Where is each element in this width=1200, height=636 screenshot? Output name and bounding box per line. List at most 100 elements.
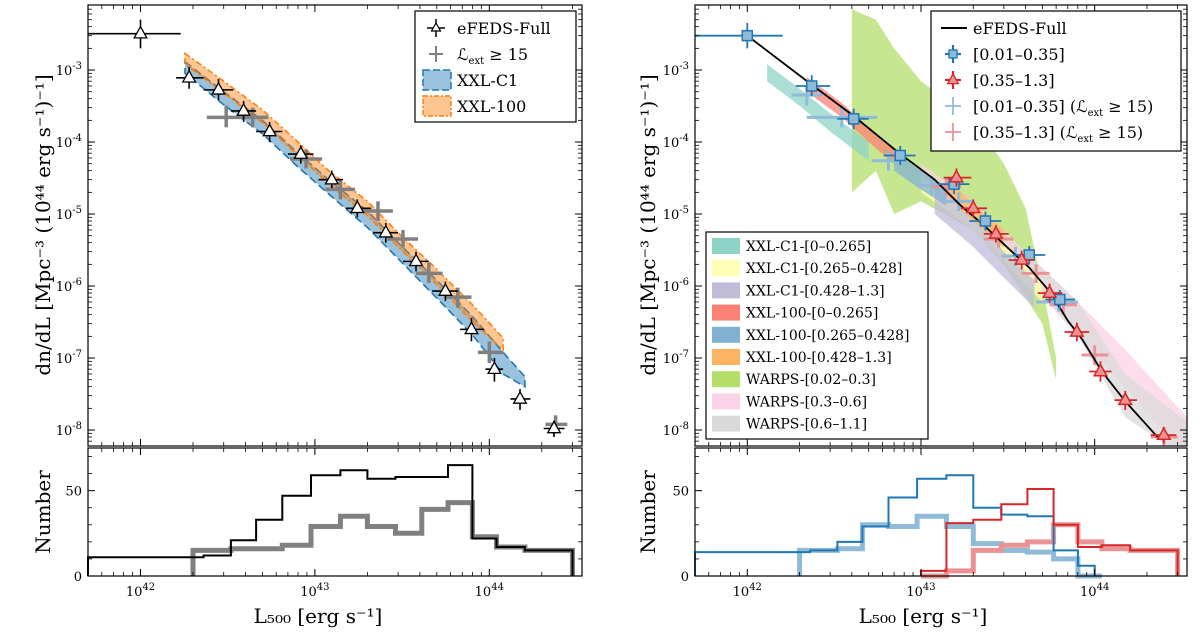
hist-0-35-1-3 (920, 488, 1179, 576)
left-hist-x-tick-label: 1043 (300, 582, 329, 600)
efeds-marker (464, 321, 479, 335)
legend2-label-xxl-c1-0-428-1-3: XXL-C1-[0.428–1.3] (746, 283, 885, 299)
legend2-swatch-xxl-100-0-428-1-3 (712, 349, 740, 365)
legend2-swatch-xxl-c1-0-265-0-428 (712, 260, 740, 277)
marker-0-35-1-3 (1156, 426, 1172, 441)
legend2-swatch-warps-0-02-0-3 (712, 371, 740, 388)
right-hist-frame (694, 447, 1188, 577)
right-x-axis-label: L₅₀₀ [erg s⁻¹] (859, 604, 988, 628)
efeds-marker (546, 420, 562, 434)
efeds-marker (408, 253, 424, 267)
hist-0-01-0-35 (694, 474, 1096, 576)
right-main-y-tick-label: 10-5 (663, 205, 689, 223)
right-main-y-tick-label: 10-3 (663, 61, 689, 79)
efeds-marker (293, 145, 309, 159)
left-x-axis-label: L₅₀₀ [erg s⁻¹] (254, 604, 383, 628)
left-main-panel: 10-8 10-7 10-6 10-5 10-4 10-3 eFEDS-Full ℒext ≥… (56, 4, 583, 447)
efeds-marker (133, 25, 148, 39)
legend-swatch (430, 21, 442, 32)
marker-0-35-1-3 (1042, 284, 1058, 298)
left-histogram-panel: 1042 1043 1044 0 50 (65, 447, 583, 600)
legend2-label-xxl-100-0-0-265: XXL-100-[0–0.265] (746, 306, 878, 322)
marker-0-01-0-35 (894, 149, 907, 162)
marker-0-35-1-3 (948, 169, 965, 183)
legend-label-0-01-0-35: [0.01–0.35] (973, 45, 1065, 64)
legend-swatch (422, 69, 452, 91)
right-legend2-box (705, 231, 929, 440)
band-xxl-c1-0-0-265 (767, 64, 869, 161)
efeds-marker (437, 282, 453, 296)
band-xxl-100-0-265-0-428 (894, 151, 947, 206)
marker-0-01-0-35 (847, 113, 860, 125)
legend-label-efeds-full: eFEDS-Full (457, 19, 551, 38)
right-legend-box (930, 10, 1182, 152)
left-main-y-tick-label: 10-3 (56, 61, 82, 79)
right-hist-y-tick-label: 0 (681, 570, 689, 585)
efeds-full-line (746, 34, 1159, 438)
left-hist-y-tick-label: 50 (65, 485, 82, 500)
left-main-y-tick-label: 10-6 (56, 277, 82, 295)
legend2-swatch-warps-0-6-1-1 (712, 415, 740, 432)
hist-efeds-full (87, 464, 574, 576)
efeds-marker (181, 69, 197, 83)
right-y-axis-label: dn/dL [Mpc⁻³ (10⁴⁴ erg s⁻¹)⁻¹] (636, 74, 660, 375)
marker-0-01-0-35 (979, 215, 992, 227)
legend-label-0-01-0-35-ext-15: [0.01–0.35] (ℒext ≥ 15) (973, 97, 1153, 119)
right-plot-area (695, 9, 1187, 446)
left-main-y-tick-label: 10-7 (56, 349, 82, 367)
right-hist-x-tick-label: 1042 (733, 582, 762, 600)
legend2-label-xxl-100-0-265-0-428: XXL-100-[0.265–0.428] (746, 328, 910, 344)
efeds-marker (378, 224, 394, 238)
marker-0-01-0-35 (805, 80, 818, 92)
left-hist-x-tick-label: 1044 (475, 582, 504, 600)
efeds-marker (512, 390, 528, 404)
left-main-y-tick-label: 10-5 (56, 205, 82, 223)
right-hist-y-tick-label: 50 (672, 485, 689, 500)
left-hist-y-axis-label: Number (31, 470, 55, 554)
left-y-axis-label: dn/dL [Mpc⁻³ (10⁴⁴ erg s⁻¹)⁻¹] (31, 74, 55, 375)
efeds-marker (349, 199, 365, 214)
right-main-y-tick-label: 10-7 (663, 349, 689, 367)
legend-swatch (946, 72, 960, 85)
right-main-panel: 10-8 10-7 10-6 10-5 10-4 10-3 eFEDS-Full [0.01–… (663, 4, 1188, 447)
legend2-swatch-xxl-c1-0-0-265 (712, 238, 740, 254)
marker-0-01-0-35 (1023, 249, 1035, 261)
legend-label-0-35-1-3-ext-15: [0.35–1.3] (ℒext ≥ 15) (973, 123, 1143, 145)
band-xxl-c1-0-428-1-3 (934, 185, 1035, 308)
legend-label-xxl-100: XXL-100 (457, 97, 526, 116)
left-hist-x-tick-label: 1042 (126, 582, 155, 600)
legend-label-ext-15: ℒext ≥ 15 (457, 45, 528, 67)
legend-label-xxl-c1: XXL-C1 (457, 71, 518, 90)
legend2-label-xxl-c1-0-265-0-428: XXL-C1-[0.265–0.428] (746, 261, 902, 277)
marker-0-35-1-3 (1092, 362, 1109, 377)
legend2-label-warps-0-3-0-6: WARPS-[0.3–0.6] (746, 394, 867, 410)
right-hist-y-axis-label: Number (636, 470, 660, 554)
legend-label-efeds-full: eFEDS-Full (973, 19, 1067, 38)
legend2-swatch-warps-0-3-0-6 (712, 393, 740, 410)
marker-0-01-0-35 (1054, 293, 1066, 306)
legend2-label-warps-0-02-0-3: WARPS-[0.02–0.3] (746, 372, 876, 388)
efeds-marker (211, 81, 226, 95)
marker-0-35-1-3 (1117, 391, 1133, 406)
legend2-label-warps-0-6-1-1: WARPS-[0.6–1.1] (746, 417, 867, 433)
left-main-y-tick-label: 10-4 (56, 133, 82, 151)
legend2-swatch-xxl-100-0-265-0-428 (712, 326, 740, 343)
legend2-label-xxl-100-0-428-1-3: XXL-100-[0.428–1.3] (746, 350, 892, 366)
left-hist-y-tick-label: 0 (74, 570, 82, 585)
legend-label-0-35-1-3: [0.35–1.3] (973, 71, 1055, 90)
legend2-label-xxl-c1-0-0-265: XXL-C1-[0–0.265] (746, 239, 871, 255)
left-legend-box (414, 10, 577, 123)
right-main-y-tick-label: 10-8 (663, 421, 689, 439)
right-hist-x-tick-label: 1043 (906, 582, 935, 600)
right-hist-x-tick-label: 1044 (1080, 582, 1109, 600)
right-main-y-tick-label: 10-6 (663, 277, 689, 295)
right-main-y-tick-label: 10-4 (663, 133, 689, 151)
efeds-marker (487, 360, 502, 375)
efeds-marker (262, 123, 278, 137)
right-histogram-panel: 1042 1043 1044 0 50 (672, 447, 1188, 600)
legend-swatch (422, 95, 452, 117)
marker-0-35-1-3 (965, 199, 981, 214)
legend2-swatch-xxl-100-0-0-265 (712, 304, 740, 321)
efeds-marker (236, 102, 251, 116)
